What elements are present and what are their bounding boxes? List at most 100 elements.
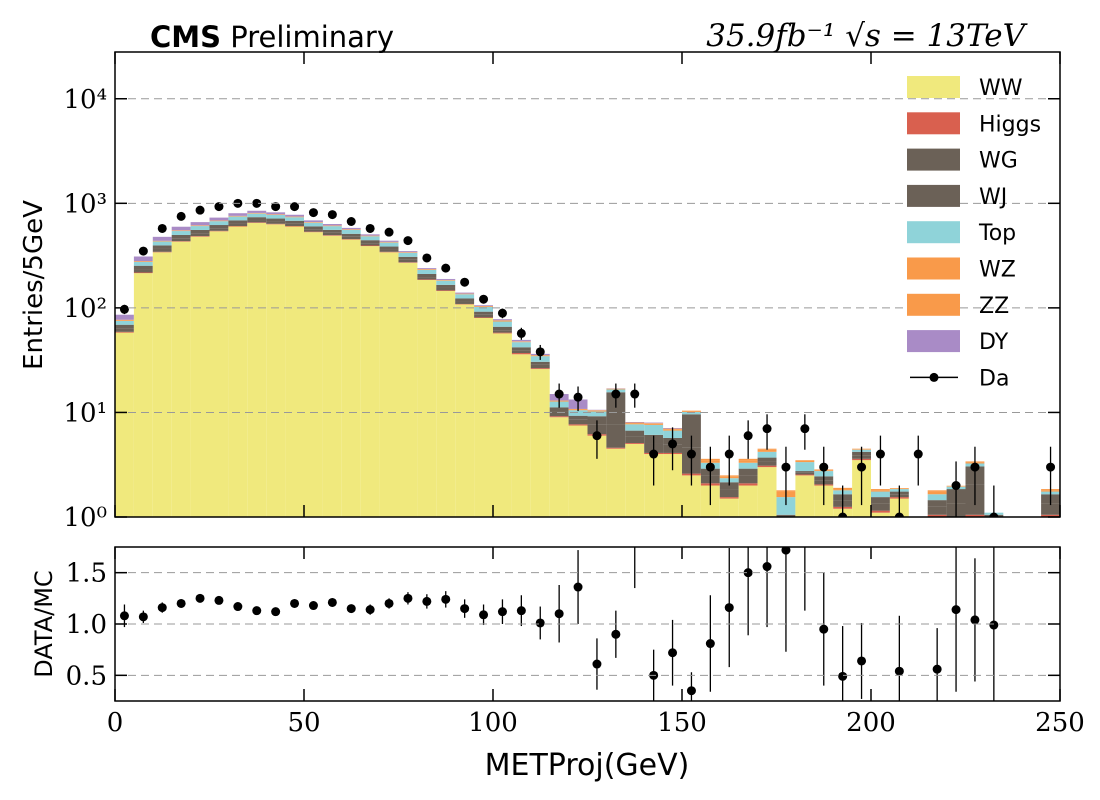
- ratio-point: [857, 656, 867, 666]
- histogram-bar: [530, 364, 550, 369]
- histogram-bar: [285, 223, 304, 226]
- histogram-bar: [171, 241, 191, 242]
- histogram-bar: [417, 269, 437, 274]
- ratio-point: [724, 603, 734, 613]
- histogram-bar: [587, 411, 607, 417]
- histogram-bar: [247, 213, 267, 218]
- histogram-bar: [644, 424, 664, 435]
- histogram-bar: [398, 256, 418, 260]
- histogram-bar: [115, 324, 134, 329]
- histogram-bar: [133, 272, 153, 274]
- histogram-bar: [436, 280, 456, 285]
- histogram-bar: [719, 489, 739, 498]
- histogram-bar: [777, 522, 796, 527]
- legend-label: Top: [978, 221, 1016, 246]
- data-point: [138, 246, 148, 256]
- ratio-point: [214, 595, 224, 605]
- histogram-bar: [549, 411, 569, 417]
- frame-ratio: [114, 546, 1061, 702]
- histogram-bar: [228, 216, 248, 221]
- histogram-bar: [757, 457, 777, 462]
- data-point: [535, 347, 545, 357]
- data-point: [384, 227, 394, 237]
- histogram-bar: [115, 332, 134, 517]
- data-point: [686, 449, 696, 459]
- histogram-bar: [398, 262, 418, 263]
- data-point: [346, 217, 356, 227]
- histogram-bar: [474, 305, 493, 307]
- histogram-bar: [360, 246, 380, 517]
- histogram-bar: [795, 471, 815, 473]
- histogram-bar: [682, 475, 701, 517]
- data-point: [460, 277, 470, 287]
- histogram-bar: [455, 292, 475, 294]
- histogram-bar: [984, 530, 1003, 533]
- histogram-bar: [115, 331, 134, 333]
- histogram-bar: [322, 235, 342, 517]
- histogram-bar: [738, 462, 758, 469]
- histogram-bar: [795, 462, 815, 472]
- ratio-point: [535, 618, 545, 628]
- histogram-bar: [190, 233, 210, 237]
- histogram-bar: [398, 251, 418, 253]
- histogram-bar: [965, 514, 985, 517]
- histogram-bar: [341, 239, 361, 240]
- histogram-bar: [587, 410, 607, 412]
- histogram-bar: [417, 277, 437, 280]
- histogram-bar: [663, 454, 682, 517]
- histogram-bar: [115, 320, 134, 325]
- data-point: [554, 389, 564, 399]
- legend-swatch: [907, 257, 960, 280]
- ratio-point: [781, 547, 791, 555]
- histogram-bar: [455, 304, 475, 517]
- histogram-bar: [266, 215, 286, 219]
- data-point: [894, 512, 904, 517]
- histogram-bar: [568, 424, 588, 426]
- histogram-bar: [511, 353, 531, 355]
- x-tick-label: 200: [846, 708, 896, 738]
- histogram-bar: [398, 259, 418, 263]
- histogram-bar: [493, 330, 512, 333]
- histogram-bar: [209, 225, 229, 229]
- histogram-bar: [927, 490, 947, 492]
- ratio-point: [932, 664, 942, 674]
- histogram-bar: [285, 214, 304, 217]
- histogram-bar: [266, 212, 286, 215]
- x-tick-label: 250: [1035, 708, 1085, 738]
- histogram-bar: [285, 225, 304, 227]
- histogram-bar: [871, 510, 890, 513]
- x-tick-label: 100: [468, 708, 518, 738]
- histogram-bar: [909, 522, 928, 548]
- ratio-point: [592, 659, 602, 669]
- histogram-bar: [341, 229, 361, 234]
- data-point: [308, 208, 318, 218]
- ratio-point: [308, 601, 318, 611]
- histogram-bar: [909, 524, 928, 530]
- legend-label: Da: [979, 366, 1009, 391]
- ratio-axis-label: DATA/MC: [30, 570, 58, 677]
- histogram-bar: [587, 435, 607, 517]
- histogram-bar: [757, 449, 777, 452]
- histogram-bar: [360, 234, 380, 236]
- histogram-bar: [871, 491, 890, 498]
- histogram-bar: [493, 333, 512, 517]
- histogram-bar: [511, 339, 531, 342]
- histogram-bar: [209, 231, 229, 517]
- histogram-bar: [360, 245, 380, 247]
- histogram-bar: [171, 226, 191, 231]
- histogram-bar: [795, 460, 815, 463]
- histogram-bar: [1041, 503, 1060, 515]
- histogram-bar: [436, 290, 456, 292]
- data-point: [951, 481, 961, 491]
- histogram-bar: [682, 414, 701, 448]
- histogram-bar: [190, 236, 210, 517]
- data-point: [479, 294, 489, 304]
- ratio-point: [252, 606, 262, 616]
- ratio-point: [176, 598, 186, 608]
- histogram-bar: [777, 524, 796, 527]
- histogram-bar: [209, 217, 229, 221]
- ratio-point: [479, 610, 489, 620]
- histogram-bar: [304, 229, 323, 232]
- histogram-bar: [568, 425, 588, 517]
